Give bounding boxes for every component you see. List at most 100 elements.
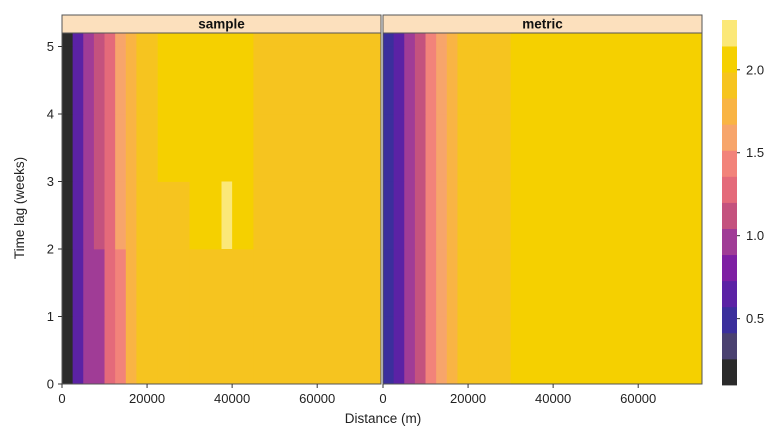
x-axis-title: Distance (m) [345,411,422,426]
heatmap-cell [93,249,105,317]
colorbar-segment [722,332,737,360]
heatmap-cell [425,249,437,317]
colorbar-tick-label: 1.5 [746,145,764,160]
x-tick-label: 40000 [535,391,571,406]
heatmap-cell [93,114,105,182]
heatmap-cell [253,114,382,182]
heatmap-cell [457,46,480,115]
colorbar-tick-label: 0.5 [746,311,764,326]
heatmap-cell [478,249,511,317]
heatmap-cell [574,316,703,385]
x-tick-label: 20000 [129,391,165,406]
heatmap-cell [93,46,105,115]
heatmap-cell [62,33,74,47]
heatmap-cell [436,249,448,317]
heatmap-cell-highlight [221,181,233,249]
heatmap-cell [478,33,511,47]
heatmap-cell [436,114,448,182]
heatmap-cell [436,181,448,250]
x-tick-label: 60000 [299,391,335,406]
y-tick-label: 0 [47,377,54,392]
heatmap-cell [425,181,437,250]
heatmap-cell [189,46,254,115]
colorbar-tick-label: 2.0 [746,62,764,77]
heatmap-cell [62,316,74,385]
heatmap-cell [404,316,416,385]
heatmap-cell [83,46,95,115]
heatmap-cell [125,181,137,250]
heatmap-cell [457,181,480,250]
heatmap-cell [72,181,84,250]
colorbar-segment [722,176,737,203]
heatmap-cell [510,316,575,385]
colorbar-segment [722,150,737,177]
heatmap-cell [189,33,254,47]
heatmap-cell [404,114,416,182]
heatmap-cell [104,33,116,47]
colorbar-segment [722,72,737,99]
y-axis-title: Time lag (weeks) [12,157,27,259]
heatmap-cell [136,181,159,250]
colorbar-segment [722,358,737,386]
heatmap-cell [574,33,703,47]
heatmap-cell [104,181,116,250]
heatmap-cell [104,249,116,317]
panel-frame [382,32,703,385]
heatmap-cell [104,114,116,182]
heatmap-cell [72,249,84,317]
heatmap-cell [478,316,511,385]
x-tick-label: 40000 [214,391,250,406]
heatmap-cell [436,316,448,385]
heatmap-cell [404,33,416,47]
heatmap-cell [115,114,127,182]
colorbar-segment [722,124,737,151]
heatmap-cell [62,249,74,317]
heatmap-cell [446,33,458,47]
heatmap-cell [446,181,458,250]
heatmap-cell [115,181,127,250]
heatmap-cell [157,249,190,317]
heatmap-cell [393,114,405,182]
heatmap-cell [404,181,416,250]
heatmap-cell [383,46,395,115]
heatmap-cell [136,46,159,115]
heatmap-cell [393,33,405,47]
heatmap-cell [125,249,137,317]
heatmap-cell [189,114,254,182]
heatmap-cell [383,249,395,317]
colorbar-segment [722,20,737,47]
x-tick-label: 0 [58,391,65,406]
heatmap-cell [83,249,95,317]
heatmap-cell [93,33,105,47]
heatmap-cell [510,114,575,182]
colorbar-segment [722,98,737,125]
heatmap-cell [72,316,84,385]
heatmap-cell [383,316,395,385]
heatmap-cell [425,316,437,385]
heatmap-cell [414,114,426,182]
heatmap-cell [383,33,395,47]
heatmap-cell [446,114,458,182]
heatmap-cell [115,249,127,317]
heatmap-cell [393,46,405,115]
heatmap-cell [83,33,95,47]
heatmap-cell [83,114,95,182]
heatmap-cell [574,249,703,317]
heatmap-cell [404,249,416,317]
heatmap-cells [62,33,703,385]
heatmap-cell [157,316,190,385]
heatmap-cell [189,249,254,317]
heatmap-cell [253,33,382,47]
heatmap-cell [157,46,190,115]
heatmap-cell [414,181,426,250]
heatmap-cell [574,181,703,250]
heatmap-cell [253,181,382,250]
colorbar-tick-label: 1.0 [746,228,764,243]
heatmap-cell [383,114,395,182]
heatmap-cell [115,33,127,47]
heatmap-cell [115,46,127,115]
heatmap-cell [446,316,458,385]
heatmap-cell [72,114,84,182]
x-tick-label: 0 [379,391,386,406]
